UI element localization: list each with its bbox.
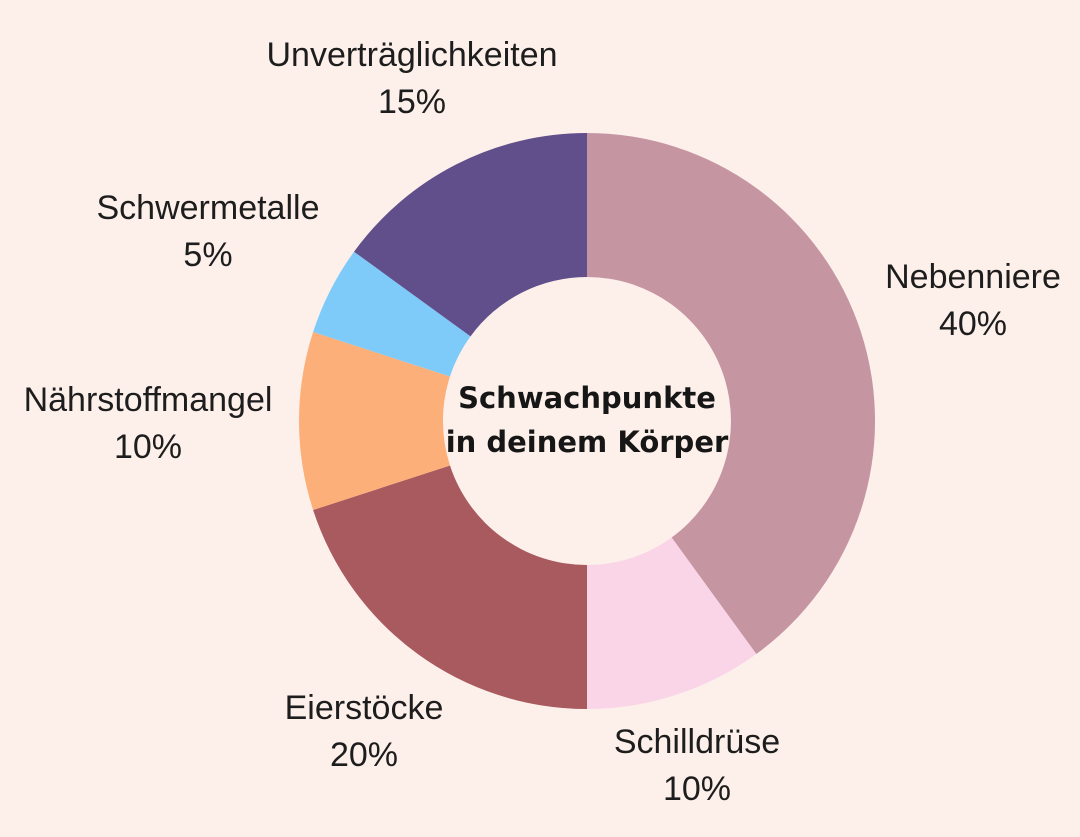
chart-center-title-line2: in deinem Körper (445, 425, 729, 459)
pie-slice-nährstoffmangel (299, 332, 450, 510)
pie-slice-nebenniere (587, 133, 876, 654)
pie-slice-eierstöcke (313, 465, 587, 709)
pie-slice-unverträglichkeiten (354, 133, 587, 337)
slice-label-schilldruese-value: 10% (662, 770, 732, 808)
slice-label-nebenniere: Nebenniere 40% (885, 254, 1061, 348)
slice-label-naehrstoffmangel-name: Nährstoffmangel (23, 381, 273, 419)
slice-label-eierstoecke-value: 20% (329, 736, 399, 774)
slice-label-eierstoecke: Eierstöcke 20% (285, 685, 444, 779)
slice-label-schilldruese: Schilldrüse 10% (614, 719, 780, 813)
slice-label-unvertraeglichkeiten-name: Unverträglichkeiten (266, 36, 558, 74)
slice-label-naehrstoffmangel: Nährstoffmangel 10% (24, 377, 273, 471)
slice-label-nebenniere-name: Nebenniere (885, 258, 1061, 296)
slice-label-naehrstoffmangel-value: 10% (113, 428, 183, 466)
slice-label-eierstoecke-name: Eierstöcke (284, 689, 444, 727)
pie-slice-schwermetalle (313, 251, 471, 377)
pie-slice-schilldrüse (587, 537, 757, 709)
slice-label-nebenniere-value: 40% (938, 305, 1008, 343)
slice-label-schwermetalle-name: Schwermetalle (96, 189, 320, 227)
chart-center-title-line1: Schwachpunkte (458, 381, 716, 415)
slice-label-schwermetalle-value: 5% (183, 236, 233, 274)
slice-label-unvertraeglichkeiten: Unverträglichkeiten 15% (266, 32, 557, 126)
slice-label-schwermetalle: Schwermetalle 5% (97, 185, 320, 279)
chart-center-title: Schwachpunkte in deinem Körper (446, 376, 729, 464)
slice-label-unvertraeglichkeiten-value: 15% (377, 83, 447, 121)
slice-label-schilldruese-name: Schilldrüse (613, 723, 781, 761)
